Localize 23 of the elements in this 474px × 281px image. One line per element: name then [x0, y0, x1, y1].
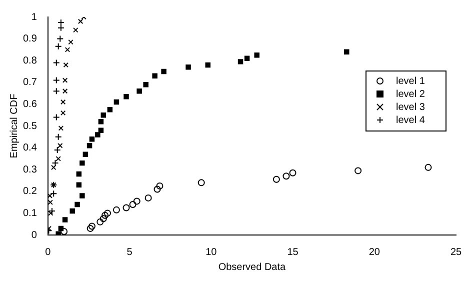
y-tick-label: 0.5: [22, 120, 38, 132]
x-tick-label: 15: [287, 246, 299, 258]
x-tick-label: 5: [126, 246, 133, 258]
x-axis-title: Observed Data: [218, 262, 286, 273]
y-tick-label: 0.2: [22, 186, 38, 198]
y-tick-label: 0.3: [22, 164, 38, 176]
y-tick-label: 0.7: [22, 77, 38, 88]
y-tick-label: 0.1: [22, 208, 38, 219]
y-tick-label: 0: [31, 230, 38, 241]
x-tick-label: 25: [450, 246, 462, 258]
y-tick-label: 0.4: [22, 142, 38, 154]
y-tick-label: 1: [31, 12, 38, 23]
y-tick-label: 0.6: [22, 98, 38, 110]
legend-label: level 3: [396, 102, 426, 113]
legend-label: level 2: [396, 88, 426, 100]
x-tick-label: 0: [45, 246, 52, 258]
y-tick-label: 0.9: [22, 34, 38, 45]
legend-label: level 4: [396, 114, 426, 126]
legend-label: level 1: [396, 76, 426, 87]
y-axis-title: Empirical CDF: [8, 94, 20, 158]
x-tick-label: 10: [206, 246, 218, 258]
x-tick-label: 20: [368, 246, 380, 258]
y-tick-label: 0.8: [22, 55, 38, 66]
